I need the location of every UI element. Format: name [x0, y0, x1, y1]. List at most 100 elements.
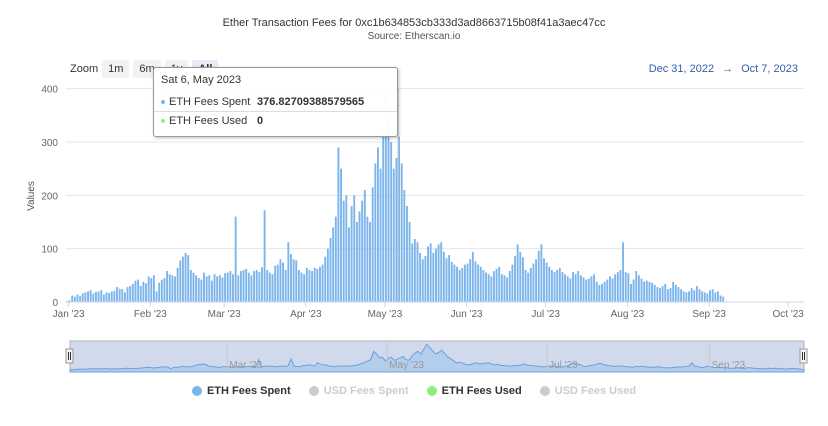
bar[interactable]	[474, 261, 477, 302]
bar[interactable]	[672, 281, 675, 302]
bar[interactable]	[511, 264, 514, 302]
bar[interactable]	[435, 248, 437, 302]
bar[interactable]	[406, 206, 408, 302]
bar[interactable]	[108, 292, 111, 302]
bar[interactable]	[601, 283, 603, 302]
bar[interactable]	[398, 136, 400, 302]
bar[interactable]	[532, 263, 535, 302]
bar[interactable]	[395, 158, 398, 302]
bar[interactable]	[334, 216, 337, 302]
bar[interactable]	[408, 222, 411, 302]
bar[interactable]	[656, 287, 659, 302]
bar[interactable]	[105, 292, 108, 302]
bar[interactable]	[535, 259, 538, 302]
bar[interactable]	[711, 289, 714, 302]
bar[interactable]	[693, 290, 696, 302]
bar[interactable]	[500, 274, 503, 302]
bar[interactable]	[527, 272, 530, 302]
bar[interactable]	[448, 255, 451, 302]
bar[interactable]	[445, 258, 448, 302]
bar[interactable]	[66, 300, 68, 302]
bar[interactable]	[87, 291, 89, 302]
bar[interactable]	[68, 300, 71, 302]
bar[interactable]	[345, 195, 348, 302]
bar[interactable]	[300, 272, 303, 302]
bar[interactable]	[461, 267, 464, 302]
bar[interactable]	[632, 279, 635, 302]
bar[interactable]	[247, 272, 250, 302]
bar[interactable]	[722, 296, 725, 302]
range-to[interactable]: Oct 7, 2023	[741, 63, 798, 75]
bar[interactable]	[350, 206, 353, 302]
bar[interactable]	[653, 284, 656, 302]
range-from[interactable]: Dec 31, 2022	[648, 63, 715, 75]
bar[interactable]	[271, 274, 274, 302]
zoom-1m-button[interactable]: 1m	[102, 60, 130, 78]
bar[interactable]	[506, 277, 509, 302]
bar[interactable]	[316, 268, 319, 302]
bar[interactable]	[245, 268, 248, 302]
bar[interactable]	[490, 276, 493, 302]
bar[interactable]	[303, 274, 306, 302]
bar[interactable]	[556, 270, 559, 302]
bar[interactable]	[688, 291, 690, 302]
bar[interactable]	[564, 274, 567, 302]
bar[interactable]	[100, 290, 103, 302]
bar[interactable]	[456, 266, 458, 302]
bar[interactable]	[666, 289, 669, 302]
bar[interactable]	[79, 296, 82, 302]
navigator-handle-right[interactable]	[799, 348, 808, 364]
bar[interactable]	[390, 142, 393, 302]
bar[interactable]	[208, 275, 211, 302]
bar[interactable]	[645, 280, 648, 302]
bar[interactable]	[577, 271, 580, 302]
bar[interactable]	[224, 273, 227, 302]
bar[interactable]	[379, 168, 382, 302]
legend-item-usd-fees-spent[interactable]: USD Fees Spent	[308, 385, 409, 397]
bar[interactable]	[163, 278, 166, 302]
bar[interactable]	[624, 272, 627, 302]
bar[interactable]	[329, 238, 332, 302]
bar[interactable]	[268, 272, 271, 302]
bar[interactable]	[305, 267, 308, 302]
bar[interactable]	[579, 275, 582, 302]
bar[interactable]	[71, 295, 74, 302]
bar[interactable]	[218, 275, 221, 302]
bar[interactable]	[221, 277, 224, 302]
bar[interactable]	[250, 275, 253, 302]
bar[interactable]	[197, 278, 200, 302]
bar[interactable]	[340, 168, 343, 302]
bar[interactable]	[295, 260, 298, 302]
bar[interactable]	[561, 272, 564, 302]
bar[interactable]	[514, 256, 516, 302]
bar[interactable]	[413, 239, 416, 302]
bar[interactable]	[622, 242, 625, 302]
bar[interactable]	[145, 283, 147, 302]
bar[interactable]	[203, 272, 205, 302]
bar[interactable]	[432, 252, 435, 302]
bar[interactable]	[311, 271, 314, 302]
bar[interactable]	[239, 271, 242, 302]
bar[interactable]	[574, 274, 577, 302]
bar[interactable]	[703, 292, 706, 302]
bar[interactable]	[292, 259, 295, 302]
bar[interactable]	[595, 281, 598, 302]
bar[interactable]	[392, 168, 395, 302]
bar[interactable]	[176, 267, 179, 302]
bar[interactable]	[137, 279, 140, 302]
bar[interactable]	[403, 190, 406, 302]
bar[interactable]	[363, 190, 366, 302]
bar[interactable]	[611, 278, 614, 302]
bar[interactable]	[158, 282, 161, 302]
bar[interactable]	[321, 264, 324, 302]
bar[interactable]	[569, 278, 572, 302]
bar[interactable]	[297, 270, 300, 302]
bar[interactable]	[192, 272, 195, 302]
bar[interactable]	[550, 270, 553, 302]
bar[interactable]	[139, 286, 142, 302]
bar[interactable]	[319, 266, 321, 302]
bar[interactable]	[519, 251, 522, 302]
bar[interactable]	[627, 273, 630, 302]
bar[interactable]	[598, 284, 601, 302]
bar[interactable]	[706, 293, 709, 302]
